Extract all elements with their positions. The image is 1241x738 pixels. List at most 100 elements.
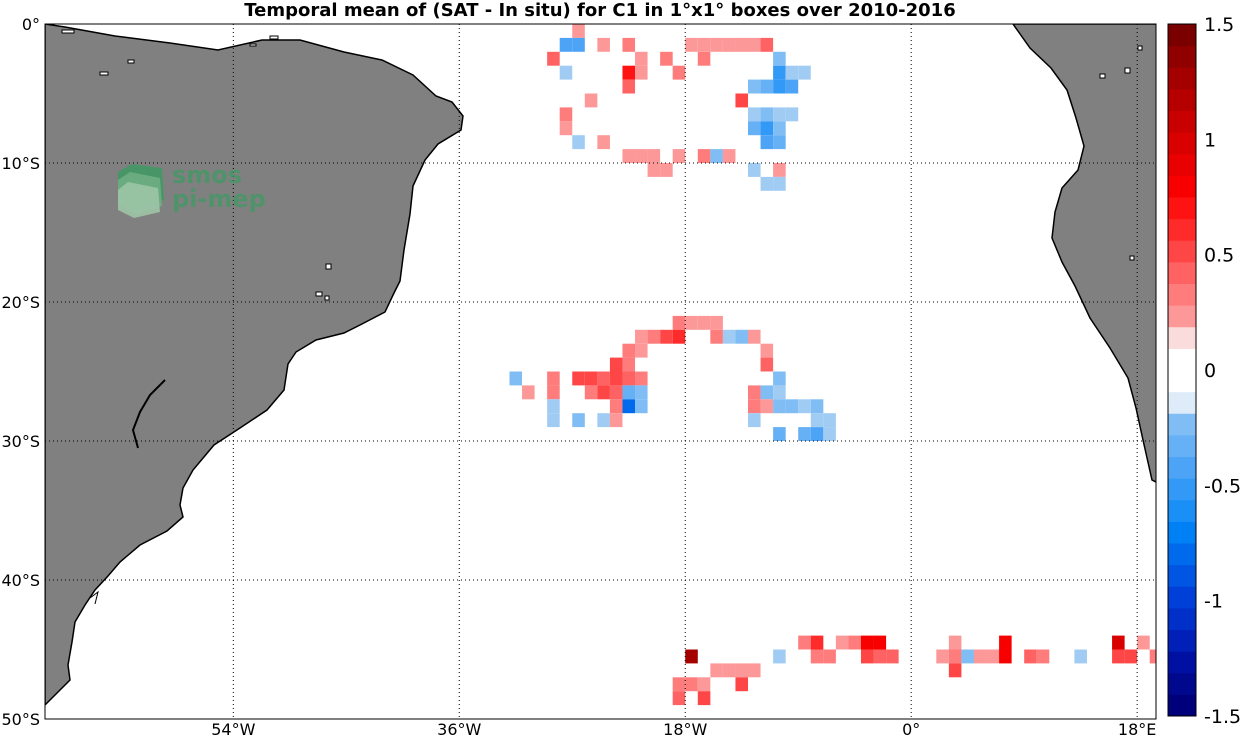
coastline-detail: [131, 379, 166, 449]
longitude-label: 18°W: [663, 720, 707, 738]
heatmap-cell: [1124, 649, 1138, 664]
heatmap-cell: [760, 135, 774, 150]
heatmap-cell: [810, 427, 824, 441]
colorbar-step: [1168, 521, 1196, 544]
latitude-label: 20°S: [1, 293, 40, 312]
heatmap-cell: [559, 121, 573, 136]
latitude-label: 40°S: [1, 571, 40, 590]
latitude-label: 10°S: [1, 154, 40, 173]
colorbar-step: [1168, 283, 1196, 306]
latitude-label: 50°S: [1, 710, 40, 729]
heatmap-cell: [760, 37, 774, 52]
heatmap-cell: [572, 413, 585, 428]
heatmap-cell: [823, 649, 836, 664]
colorbar-tick-label: -1.5: [1204, 706, 1241, 728]
colorbar-step: [1168, 694, 1196, 717]
colorbar-step: [1168, 499, 1196, 522]
heatmap-cell: [999, 649, 1012, 664]
heatmap-cell: [848, 635, 861, 650]
colorbar-step: [1168, 67, 1196, 90]
colorbar-step: [1168, 88, 1196, 111]
heatmap-cell: [559, 107, 573, 122]
heatmap-cell: [748, 107, 761, 122]
colorbar-step: [1168, 564, 1196, 587]
heatmap-cell: [710, 37, 723, 52]
heatmap-cell: [735, 677, 749, 692]
heatmap-cell: [748, 163, 761, 177]
heatmap-cell: [547, 413, 560, 428]
heatmap-cell: [1036, 649, 1050, 664]
colorbar-step: [1168, 586, 1196, 609]
heatmap-cell: [609, 371, 623, 386]
heatmap-cell: [735, 37, 749, 52]
heatmap-cell: [936, 649, 949, 664]
heatmap-cell: [860, 649, 874, 664]
colorbar-step: [1168, 24, 1196, 47]
colorbar-step: [1168, 370, 1196, 393]
heatmap-cell: [609, 413, 623, 428]
heatmap-cell: [622, 37, 636, 52]
heatmap-cell: [773, 163, 786, 177]
heatmap-cell: [773, 79, 786, 94]
heatmap-cell: [622, 357, 636, 372]
heatmap-cell: [760, 399, 774, 414]
heatmap-cell: [710, 663, 723, 678]
heatmap-cell: [635, 65, 648, 80]
heatmap-cell: [685, 315, 698, 330]
colorbar-steps: [1168, 24, 1196, 717]
heatmap-cell: [635, 343, 648, 358]
heatmap-cell: [635, 329, 648, 344]
heatmap-cell: [647, 163, 661, 177]
heatmap-cell: [722, 329, 736, 344]
longitude-label: 0°: [902, 720, 920, 738]
coastline-detail: [89, 590, 99, 605]
heatmap-cell: [622, 149, 636, 163]
colorbar-step: [1168, 651, 1196, 674]
heatmap-cell: [860, 635, 874, 650]
coastline-detail: [269, 35, 279, 40]
heatmap-cell: [773, 65, 786, 80]
colorbar-step: [1168, 672, 1196, 695]
heatmap-cells: [509, 24, 1156, 706]
heatmap-cell: [685, 649, 698, 664]
longitude-label: 18°E: [1118, 720, 1156, 738]
colorbar-tick-label: 1: [1204, 129, 1216, 151]
watermark-text-smos: smos: [172, 161, 242, 189]
latitude-label: 30°S: [1, 432, 40, 451]
heatmap-cell: [697, 51, 711, 66]
colorbar-step: [1168, 607, 1196, 630]
colorbar-tick-label: 0: [1204, 360, 1216, 382]
heatmap-cell: [622, 371, 636, 386]
heatmap-cell: [584, 93, 598, 108]
coastline-detail: [99, 71, 109, 76]
watermark-logo-icon: [118, 164, 164, 218]
heatmap-cell: [810, 413, 824, 428]
heatmap-cell: [748, 413, 761, 428]
heatmap-cell: [584, 371, 598, 386]
colorbar-step: [1168, 348, 1196, 371]
colorbar-frame: [1167, 23, 1197, 717]
heatmap-cell: [760, 79, 774, 94]
coastline-detail: [127, 59, 135, 64]
heatmap-cell: [622, 399, 636, 414]
heatmap-cell: [1112, 649, 1125, 664]
heatmap-cell: [773, 371, 786, 386]
heatmap-cell: [948, 663, 962, 678]
heatmap-cell: [672, 677, 686, 692]
colorbar-tick-label: 1.5: [1204, 14, 1234, 36]
heatmap-cell: [798, 427, 811, 441]
heatmap-cell: [722, 37, 736, 52]
heatmap-cell: [1149, 649, 1156, 664]
coastline-detail: [1124, 67, 1131, 74]
heatmap-cell: [572, 24, 585, 38]
heatmap-cell: [597, 413, 610, 428]
coastline-detail: [1099, 73, 1106, 79]
heatmap-cell: [823, 427, 836, 441]
heatmap-cell: [584, 385, 598, 400]
heatmap-cell: [597, 385, 610, 400]
heatmap-cell: [773, 121, 786, 136]
heatmap-cell: [697, 149, 711, 163]
heatmap-cell: [559, 65, 573, 80]
heatmap-cell: [735, 663, 749, 678]
